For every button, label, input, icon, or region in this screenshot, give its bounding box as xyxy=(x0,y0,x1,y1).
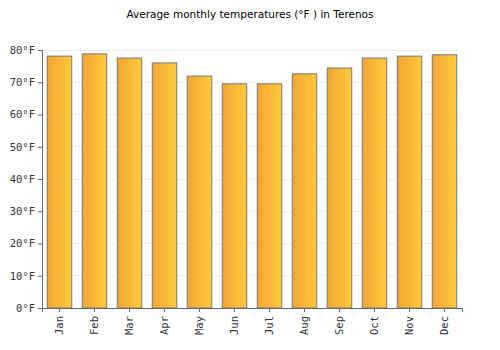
y-tick-mark xyxy=(38,82,42,83)
x-tick: Feb xyxy=(88,308,100,335)
x-tick-label: Dec xyxy=(438,316,450,335)
y-tick-mark xyxy=(38,244,42,245)
bar xyxy=(47,56,72,308)
x-tick: Jul xyxy=(263,308,275,335)
x-tick-label: Jun xyxy=(228,316,240,335)
y-tick: 10°F xyxy=(10,270,42,282)
x-tick-label: Oct xyxy=(368,316,380,335)
y-tick: 50°F xyxy=(10,141,42,153)
y-tick: 30°F xyxy=(10,205,42,217)
bar xyxy=(362,58,387,308)
bar xyxy=(432,55,457,308)
x-tick-label: Aug xyxy=(298,316,310,335)
x-tick: Aug xyxy=(298,308,310,335)
x-axis-line xyxy=(43,309,463,313)
y-tick-mark xyxy=(38,276,42,277)
x-tick-label: Jul xyxy=(263,316,275,335)
x-tick-mark xyxy=(374,308,375,312)
bar xyxy=(187,76,212,308)
x-tick: Sep xyxy=(333,308,345,335)
x-tick-mark xyxy=(409,308,410,312)
bar xyxy=(152,63,177,308)
x-tick: Dec xyxy=(438,308,450,335)
chart: Average monthly temperatures (°F ) in Te… xyxy=(0,0,500,350)
x-tick-mark xyxy=(304,308,305,312)
x-tick-label: Mar xyxy=(123,316,135,335)
grid xyxy=(42,50,462,308)
x-tick-mark xyxy=(164,308,165,312)
y-tick-label: 30°F xyxy=(10,205,35,217)
x-tick-mark xyxy=(269,308,270,312)
x-tick-label: May xyxy=(193,316,205,335)
x-tick-mark xyxy=(234,308,235,312)
y-tick-label: 20°F xyxy=(10,237,35,249)
x-tick: May xyxy=(193,308,205,335)
grid-line xyxy=(42,50,462,51)
y-tick: 20°F xyxy=(10,237,42,249)
y-tick-mark xyxy=(38,50,42,51)
x-tick: Mar xyxy=(123,308,135,335)
y-axis-line xyxy=(38,51,43,309)
x-tick-label: Apr xyxy=(158,316,170,335)
y-tick-label: 50°F xyxy=(10,141,35,153)
x-tick: Nov xyxy=(403,308,415,335)
y-tick: 80°F xyxy=(10,44,42,56)
x-tick: Jun xyxy=(228,308,240,335)
plot: 0°F 10°F 20°F 30°F 40°F 50°F 60°F 70°F 80°F Jan Fe… xyxy=(10,44,463,335)
y-tick: 60°F xyxy=(10,108,42,120)
x-tick-mark xyxy=(94,308,95,312)
x-tick-mark xyxy=(129,308,130,312)
y-tick-mark xyxy=(38,147,42,148)
x-tick: Jan xyxy=(53,308,65,335)
y-tick-label: 10°F xyxy=(10,270,35,282)
x-tick-label: Sep xyxy=(333,316,345,335)
y-tick-label: 40°F xyxy=(10,173,35,185)
x-tick-label: Jan xyxy=(53,316,65,335)
x-tick-mark xyxy=(339,308,340,312)
y-tick: 0°F xyxy=(16,302,42,314)
y-tick-label: 80°F xyxy=(10,44,35,56)
x-tick-mark xyxy=(199,308,200,312)
x-tick-mark xyxy=(444,308,445,312)
y-tick: 70°F xyxy=(10,76,42,88)
x-tick-mark xyxy=(59,308,60,312)
y-tick-mark xyxy=(38,115,42,116)
y-tick: 40°F xyxy=(10,173,42,185)
bar xyxy=(82,54,107,308)
bar xyxy=(117,58,142,308)
bar xyxy=(257,84,282,308)
y-tick-label: 0°F xyxy=(16,302,35,314)
x-tick-label: Nov xyxy=(403,316,415,335)
bar xyxy=(222,84,247,308)
x-axis: Jan Feb Mar Apr May Jun Jul Aug Sep Oct Nov Dec xyxy=(43,308,463,335)
bar xyxy=(292,74,317,308)
x-tick: Apr xyxy=(158,308,170,335)
x-tick: Oct xyxy=(368,308,380,335)
chart-title: Average monthly temperatures (°F ) in Te… xyxy=(126,8,373,20)
bars xyxy=(47,54,457,308)
y-tick-mark xyxy=(38,211,42,212)
y-tick-mark xyxy=(38,308,42,309)
bar xyxy=(327,68,352,308)
y-tick-mark xyxy=(38,179,42,180)
x-tick-label: Feb xyxy=(88,316,100,335)
y-axis: 0°F 10°F 20°F 30°F 40°F 50°F 60°F 70°F 80°F xyxy=(10,44,43,314)
y-tick-label: 60°F xyxy=(10,108,35,120)
y-tick-label: 70°F xyxy=(10,76,35,88)
bar xyxy=(397,56,422,308)
